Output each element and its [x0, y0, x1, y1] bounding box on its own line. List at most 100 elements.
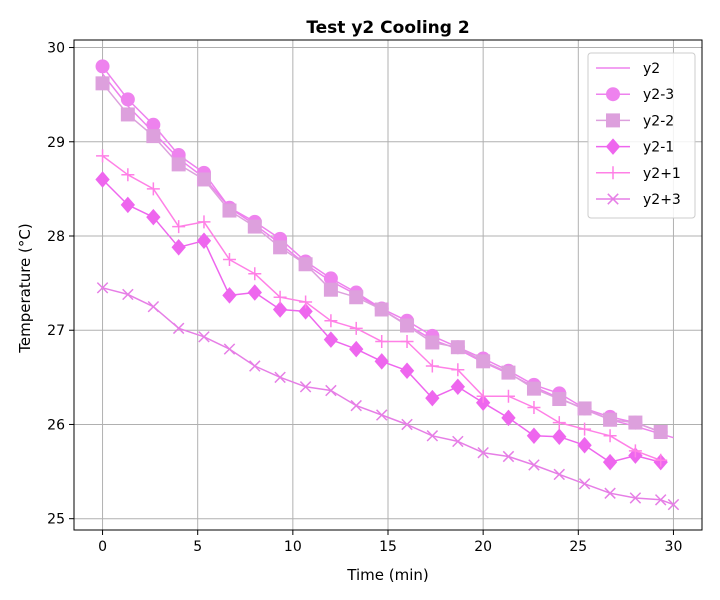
legend: y2 y2-3 y2-2 y2-1 y2+1 y2+3: [587, 52, 696, 219]
data-point: [654, 494, 667, 506]
data-point: [603, 429, 617, 443]
series-4: [96, 149, 668, 467]
data-point: [196, 232, 212, 249]
data-point: [273, 240, 288, 255]
data-point: [120, 107, 135, 122]
data-point: [552, 416, 566, 430]
data-point: [425, 335, 440, 350]
data-point: [628, 415, 643, 430]
legend-item: y2-1: [596, 138, 674, 156]
data-point: [653, 425, 668, 439]
data-point: [146, 208, 161, 226]
data-point: [223, 343, 236, 355]
data-point: [476, 354, 491, 369]
data-point: [628, 444, 642, 458]
data-point: [273, 290, 287, 304]
legend-item: y2-2: [596, 113, 674, 129]
data-point: [323, 282, 338, 297]
data-point: [425, 389, 440, 407]
data-point: [146, 129, 161, 144]
data-point: [606, 87, 620, 102]
data-point: [501, 409, 516, 427]
x-axis-label: Time (min): [346, 566, 428, 584]
x-tick-label: 10: [284, 539, 302, 555]
data-point: [374, 302, 389, 317]
data-point: [172, 322, 185, 335]
y-tick-label: 30: [47, 41, 65, 57]
data-point: [604, 487, 616, 499]
data-point: [172, 220, 186, 234]
data-point: [324, 314, 338, 328]
data-point: [528, 459, 540, 471]
data-point: [147, 300, 160, 313]
x-tick-label: 0: [98, 539, 107, 555]
data-point: [298, 257, 313, 272]
data-point: [222, 203, 237, 218]
grid: [74, 40, 702, 530]
ticks: 0 5 10 15 20 25 30 25 26 27 28 29 30: [47, 41, 682, 555]
data-point: [374, 353, 389, 370]
data-point: [577, 436, 592, 454]
series-line: [102, 287, 674, 506]
data-point: [629, 492, 642, 504]
y-tick-label: 26: [47, 417, 65, 433]
chart-title: Test y2 Cooling 2: [306, 18, 469, 38]
data-point: [298, 303, 313, 320]
data-point: [323, 331, 339, 348]
data-point: [325, 384, 337, 397]
data-point: [96, 149, 110, 163]
data-point: [400, 335, 414, 349]
data-point: [452, 435, 464, 448]
data-point: [399, 362, 415, 380]
data-point: [552, 392, 567, 407]
legend-item: y2+3: [596, 192, 681, 208]
data-point: [375, 335, 389, 349]
series-5: [96, 282, 680, 511]
data-point: [477, 447, 489, 459]
y-tick-label: 25: [47, 512, 65, 528]
data-point: [526, 381, 541, 396]
y-tick-label: 28: [47, 229, 65, 245]
data-point: [198, 331, 210, 343]
data-point: [247, 219, 262, 234]
data-point: [349, 340, 364, 358]
data-point: [96, 282, 109, 294]
data-point: [502, 450, 515, 463]
x-tick-label: 5: [193, 539, 202, 555]
data-point: [654, 453, 668, 467]
data-point: [476, 389, 490, 403]
legend-item: y2: [596, 61, 660, 77]
data-point: [607, 193, 619, 205]
data-point: [578, 422, 592, 436]
data-point: [247, 284, 262, 301]
legend-label: y2+3: [643, 192, 681, 208]
data-point: [603, 412, 618, 427]
data-point: [171, 157, 186, 172]
data-point: [606, 166, 620, 180]
legend-label: y2-2: [643, 113, 674, 129]
data-point: [450, 378, 466, 396]
y-axis-label: Temperature (°C): [16, 223, 34, 353]
data-point: [299, 295, 313, 309]
data-point: [451, 363, 465, 377]
data-point: [605, 138, 621, 155]
data-point: [95, 59, 110, 74]
data-point: [602, 453, 618, 471]
data-point: [425, 359, 439, 373]
x-tick-label: 30: [665, 539, 683, 555]
x-tick-label: 20: [474, 539, 492, 555]
data-point: [222, 253, 236, 267]
data-point: [578, 478, 591, 490]
legend-item: y2-3: [596, 87, 674, 103]
data-point: [349, 290, 364, 305]
x-tick-label: 15: [379, 539, 397, 555]
data-point: [120, 92, 135, 107]
data-point: [248, 267, 262, 281]
data-point: [606, 113, 620, 128]
data-point: [249, 360, 261, 372]
data-point: [171, 239, 186, 256]
data-point: [222, 287, 237, 304]
y-tick-label: 27: [47, 323, 65, 339]
series-layer: [95, 59, 680, 511]
